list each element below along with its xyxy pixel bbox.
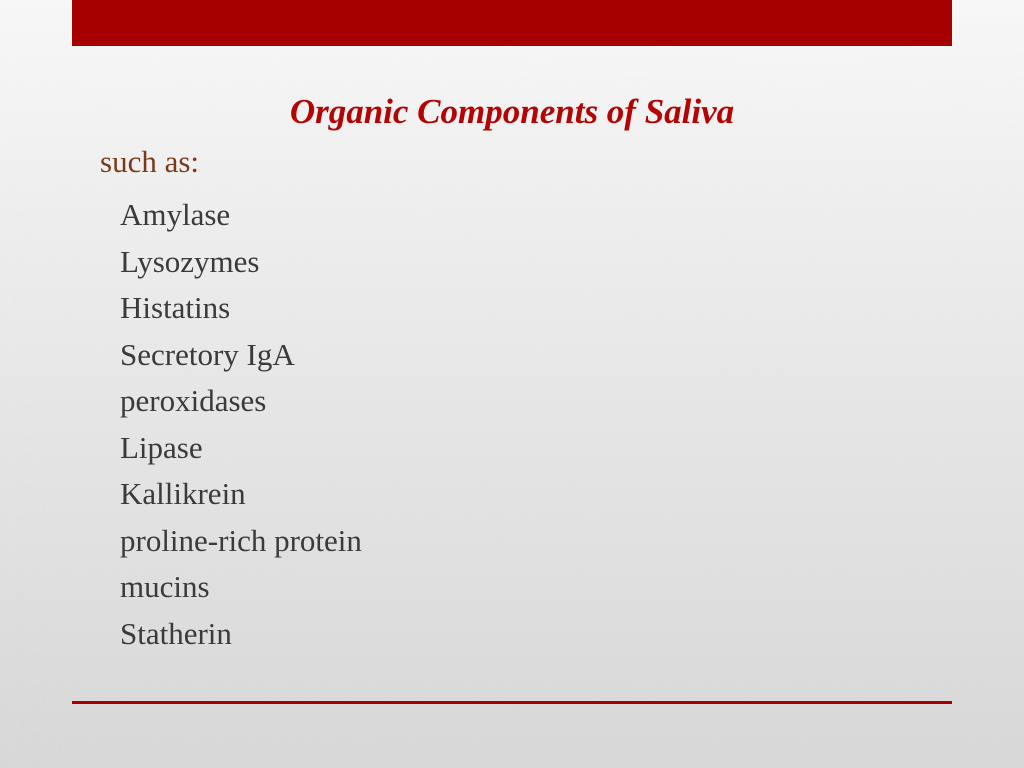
list-item: Histatins [120,285,362,332]
top-accent-bar [72,0,952,46]
list-item: proline-rich protein [120,518,362,565]
list-item: Statherin [120,611,362,658]
list-item: Lysozymes [120,239,362,286]
slide-title: Organic Components of Saliva [0,92,1024,132]
bottom-accent-rule [72,701,952,704]
list-item: Amylase [120,192,362,239]
list-item: Kallikrein [120,471,362,518]
list-item: mucins [120,564,362,611]
list-item: Secretory IgA [120,332,362,379]
list-item: peroxidases [120,378,362,425]
component-list: Amylase Lysozymes Histatins Secretory Ig… [120,192,362,657]
slide-subtitle: such as: [100,144,199,180]
list-item: Lipase [120,425,362,472]
